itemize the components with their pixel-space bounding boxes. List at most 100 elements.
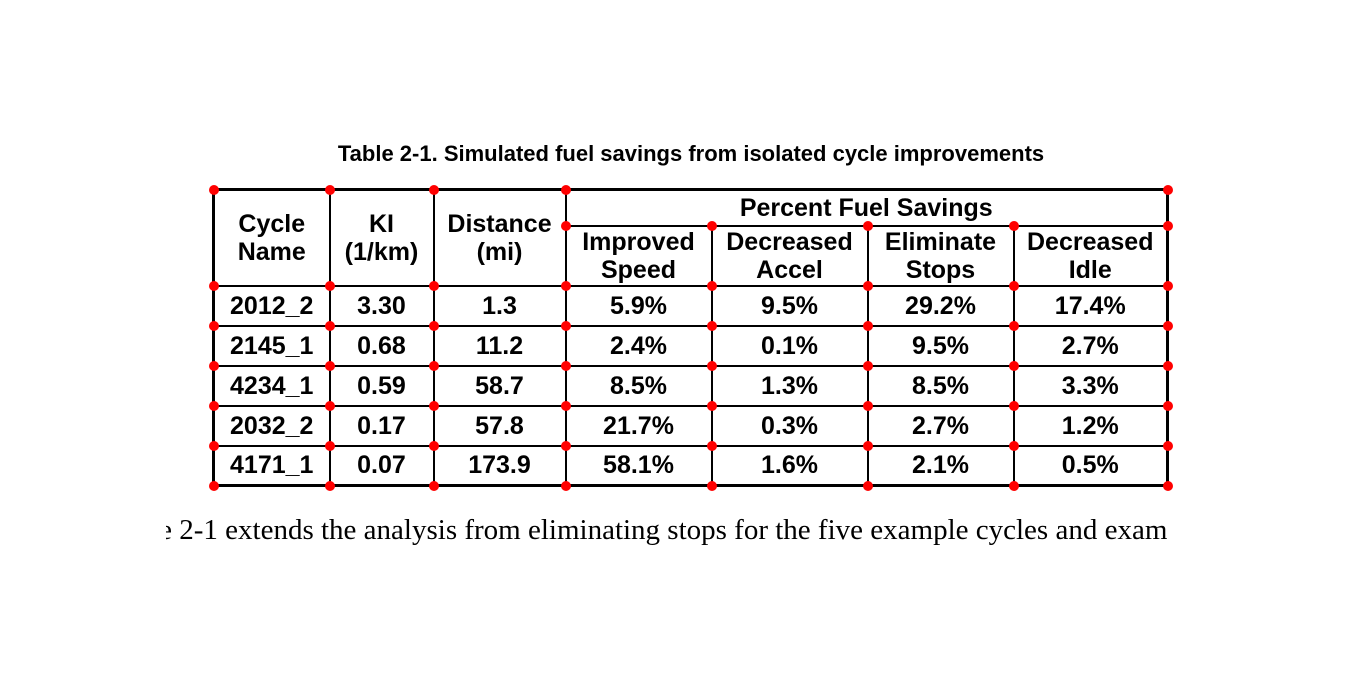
- grid-marker-dot: [1009, 221, 1019, 231]
- cell-cycle-name: 2032_2: [212, 404, 331, 447]
- cell-improved-speed: 58.1%: [564, 444, 713, 487]
- grid-marker-dot: [1009, 481, 1019, 491]
- grid-marker-dot: [863, 481, 873, 491]
- grid-marker-dot: [1009, 401, 1019, 411]
- grid-marker-dot: [863, 441, 873, 451]
- cell-cycle-name: 4171_1: [212, 444, 331, 487]
- cell-decreased-idle: 17.4%: [1012, 284, 1169, 327]
- span-header-percent-fuel-savings: Percent Fuel Savings: [564, 188, 1169, 227]
- cell-ki: 0.17: [328, 404, 435, 447]
- grid-marker-dot: [325, 321, 335, 331]
- cell-eliminate-stops: 9.5%: [866, 324, 1015, 367]
- grid-marker-dot: [429, 481, 439, 491]
- grid-marker-dot: [429, 361, 439, 371]
- fuel-savings-table: Cycle Name KI (1/km) Distance (mi) Perce…: [212, 188, 1169, 487]
- grid-marker-dot: [863, 401, 873, 411]
- grid-marker-dot: [707, 281, 717, 291]
- grid-marker-dot: [1163, 361, 1173, 371]
- grid-marker-dot: [1163, 441, 1173, 451]
- cell-ki: 0.07: [328, 444, 435, 487]
- cell-cycle-name: 2012_2: [212, 284, 331, 327]
- grid-marker-dot: [209, 481, 219, 491]
- cell-decreased-accel: 0.1%: [710, 324, 869, 367]
- cell-ki: 3.30: [328, 284, 435, 327]
- col-header-ki: KI (1/km): [328, 188, 435, 287]
- grid-marker-dot: [561, 401, 571, 411]
- table-header-row-2: Improved Speed Decreased Accel Eliminate…: [214, 224, 1169, 287]
- grid-marker-dot: [325, 481, 335, 491]
- grid-marker-dot: [325, 185, 335, 195]
- cell-improved-speed: 8.5%: [564, 364, 713, 407]
- table-caption: Table 2-1. Simulated fuel savings from i…: [337, 141, 1045, 166]
- grid-marker-dot: [1163, 185, 1173, 195]
- table-row: 2032_2 0.17 57.8 21.7% 0.3% 2.7% 1.2%: [212, 404, 1169, 447]
- grid-marker-dot: [1009, 441, 1019, 451]
- cell-decreased-idle: 2.7%: [1012, 324, 1169, 367]
- grid-marker-dot: [707, 221, 717, 231]
- grid-marker-dot: [863, 361, 873, 371]
- grid-marker-dot: [1163, 401, 1173, 411]
- cell-improved-speed: 21.7%: [564, 404, 713, 447]
- grid-marker-dot: [561, 481, 571, 491]
- table-row: 4171_1 0.07 173.9 58.1% 1.6% 2.1% 0.5%: [212, 444, 1169, 487]
- cell-decreased-idle: 1.2%: [1012, 404, 1169, 447]
- table-row: 2012_2 3.30 1.3 5.9% 9.5% 29.2% 17.4%: [212, 284, 1169, 327]
- grid-marker-dot: [209, 185, 219, 195]
- cell-distance: 173.9: [432, 444, 567, 487]
- grid-marker-dot: [561, 221, 571, 231]
- grid-marker-dot: [209, 281, 219, 291]
- grid-marker-dot: [561, 361, 571, 371]
- cell-eliminate-stops: 2.1%: [866, 444, 1015, 487]
- grid-marker-dot: [209, 441, 219, 451]
- col-header-eliminate-stops: Eliminate Stops: [866, 224, 1015, 287]
- cell-eliminate-stops: 8.5%: [866, 364, 1015, 407]
- grid-marker-dot: [209, 361, 219, 371]
- cell-decreased-idle: 3.3%: [1012, 364, 1169, 407]
- grid-marker-dot: [863, 221, 873, 231]
- grid-marker-dot: [1009, 321, 1019, 331]
- grid-marker-dot: [325, 441, 335, 451]
- grid-marker-dot: [863, 281, 873, 291]
- cell-distance: 11.2: [432, 324, 567, 367]
- body-text-line: e 2-1 extends the analysis from eliminat…: [166, 511, 1167, 549]
- grid-marker-dot: [429, 321, 439, 331]
- cell-ki: 0.68: [328, 324, 435, 367]
- grid-marker-dot: [707, 441, 717, 451]
- grid-marker-dot: [325, 281, 335, 291]
- grid-marker-dot: [863, 321, 873, 331]
- grid-marker-dot: [429, 441, 439, 451]
- col-header-distance: Distance (mi): [432, 188, 567, 287]
- grid-marker-dot: [707, 481, 717, 491]
- cell-eliminate-stops: 2.7%: [866, 404, 1015, 447]
- cell-eliminate-stops: 29.2%: [866, 284, 1015, 327]
- col-header-cycle-name: Cycle Name: [212, 188, 331, 287]
- cell-decreased-accel: 0.3%: [710, 404, 869, 447]
- grid-marker-dot: [1163, 481, 1173, 491]
- cell-distance: 58.7: [432, 364, 567, 407]
- grid-marker-dot: [561, 281, 571, 291]
- cell-decreased-accel: 1.6%: [710, 444, 869, 487]
- grid-marker-dot: [561, 321, 571, 331]
- col-header-decreased-accel: Decreased Accel: [710, 224, 869, 287]
- cell-decreased-accel: 1.3%: [710, 364, 869, 407]
- cell-improved-speed: 5.9%: [564, 284, 713, 327]
- grid-marker-dot: [707, 321, 717, 331]
- grid-marker-dot: [325, 361, 335, 371]
- grid-marker-dot: [1009, 361, 1019, 371]
- grid-marker-dot: [429, 281, 439, 291]
- grid-marker-dot: [707, 361, 717, 371]
- grid-marker-dot: [325, 401, 335, 411]
- grid-marker-dot: [561, 441, 571, 451]
- cell-distance: 57.8: [432, 404, 567, 447]
- clipped-char-fragment: e: [166, 511, 172, 549]
- cell-ki: 0.59: [328, 364, 435, 407]
- grid-marker-dot: [561, 185, 571, 195]
- grid-marker-dot: [1009, 281, 1019, 291]
- grid-marker-dot: [209, 401, 219, 411]
- table-row: 4234_1 0.59 58.7 8.5% 1.3% 8.5% 3.3%: [212, 364, 1169, 407]
- col-header-decreased-idle: Decreased Idle: [1012, 224, 1169, 287]
- grid-marker-dot: [209, 321, 219, 331]
- cell-decreased-accel: 9.5%: [710, 284, 869, 327]
- cell-decreased-idle: 0.5%: [1012, 444, 1169, 487]
